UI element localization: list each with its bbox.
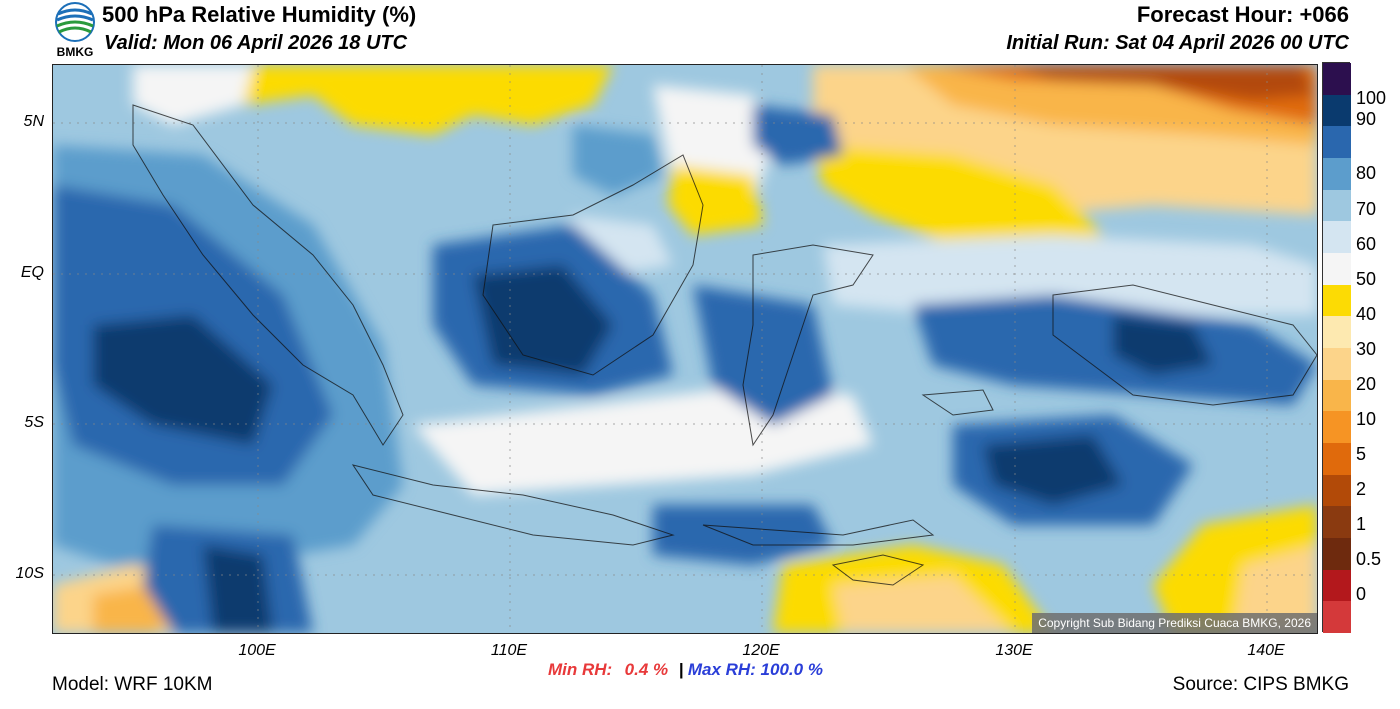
colorbar-label: 2 <box>1356 479 1367 499</box>
bmkg-logo-text: BMKG <box>56 45 94 59</box>
colorbar-label: 50 <box>1356 269 1377 289</box>
colorbar-swatch <box>1323 474 1351 507</box>
lat-label-10s: 10S <box>15 565 44 582</box>
colorbar-swatch <box>1323 94 1351 127</box>
colorbar-swatch <box>1323 601 1351 634</box>
colorbar-labels: 100 90 80 70 60 50 40 30 20 10 5 2 1 0.5… <box>1356 62 1400 632</box>
colorbar-swatch <box>1323 221 1351 254</box>
colorbar-label: 10 <box>1356 409 1377 429</box>
lon-label-120e: 120E <box>742 642 780 659</box>
colorbar-label: 80 <box>1356 163 1377 183</box>
colorbar-label: 60 <box>1356 234 1377 254</box>
max-rh: Max RH: 100.0 % <box>687 660 823 679</box>
lat-label-eq: EQ <box>20 264 44 281</box>
colorbar-swatch <box>1323 411 1351 444</box>
colorbar-label: 100 <box>1356 88 1387 108</box>
colorbar-label: 0 <box>1356 584 1367 604</box>
colorbar-label: 30 <box>1356 339 1377 359</box>
colorbar-swatch <box>1323 158 1351 191</box>
colorbar-label: 1 <box>1356 514 1367 534</box>
colorbar-label: 90 <box>1356 109 1377 129</box>
colorbar-swatch <box>1323 379 1351 412</box>
colorbar-swatch <box>1323 63 1351 96</box>
lon-label-100e: 100E <box>238 642 276 659</box>
colorbar-swatch <box>1323 253 1351 286</box>
colorbar-swatch <box>1323 126 1351 159</box>
humidity-map: Copyright Sub Bidang Prediksi Cuaca BMKG… <box>52 64 1318 634</box>
colorbar-label: 5 <box>1356 444 1367 464</box>
bmkg-logo: BMKG <box>52 2 98 59</box>
bmkg-logo-icon <box>55 2 95 42</box>
colorbar-swatch <box>1323 443 1351 476</box>
lat-label-5n: 5N <box>23 113 44 130</box>
data-source: Source: CIPS BMKG <box>1172 674 1349 695</box>
colorbar-label: 20 <box>1356 374 1377 394</box>
map-title: 500 hPa Relative Humidity (%) <box>102 2 417 27</box>
colorbar-label: 70 <box>1356 199 1377 219</box>
colorbar-swatch <box>1323 284 1351 317</box>
lon-label-140e: 140E <box>1247 642 1285 659</box>
colorbar-label: 40 <box>1356 304 1377 324</box>
initial-run: Initial Run: Sat 04 April 2026 00 UTC <box>1006 32 1349 54</box>
model-name: Model: WRF 10KM <box>52 674 213 695</box>
colorbar-swatch <box>1323 348 1351 381</box>
colorbar-swatch <box>1323 538 1351 571</box>
colorbar-swatch <box>1323 569 1351 602</box>
colorbar-swatch <box>1323 189 1351 222</box>
colorbar-swatch <box>1323 506 1351 539</box>
humidity-field <box>53 65 1317 633</box>
colorbar-swatch <box>1323 316 1351 349</box>
stats-separator: | <box>678 660 684 679</box>
lon-label-130e: 130E <box>995 642 1033 659</box>
copyright-notice: Copyright Sub Bidang Prediksi Cuaca BMKG… <box>1032 613 1317 633</box>
lat-label-5s: 5S <box>24 414 44 431</box>
colorbar-label: 0.5 <box>1356 549 1382 569</box>
colorbar <box>1322 62 1351 634</box>
min-rh-value: 0.4 % <box>624 660 669 679</box>
lon-label-110e: 110E <box>490 642 528 659</box>
forecast-hour: Forecast Hour: +066 <box>1136 2 1349 27</box>
rh-stats: Min RH: 0.4 % | Max RH: 100.0 % <box>548 660 823 680</box>
min-rh-label: Min RH: <box>548 660 613 679</box>
valid-time: Valid: Mon 06 April 2026 18 UTC <box>104 32 408 54</box>
